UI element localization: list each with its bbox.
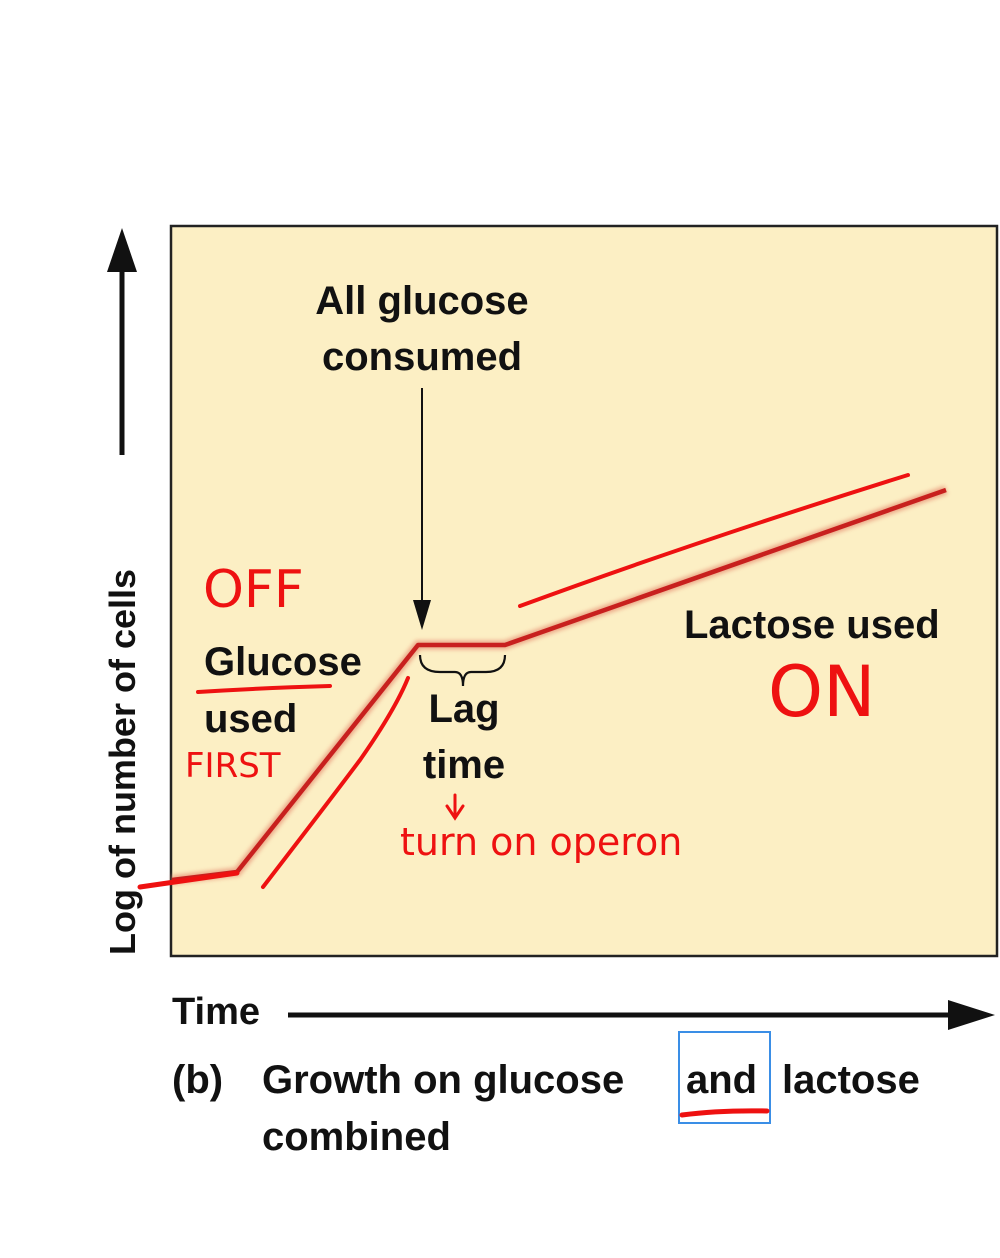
handwritten-on: ON — [768, 651, 875, 733]
lag-time-label-line1: Lag — [428, 687, 499, 731]
caption-highlight-word: and — [686, 1058, 757, 1102]
all-glucose-label-line1: All glucose — [315, 279, 528, 323]
highlight-box — [678, 1031, 771, 1124]
handwritten-stroke-baseline — [137, 870, 240, 890]
x-axis-label: Time — [172, 991, 260, 1033]
handwritten-stroke-glucose-phase — [261, 676, 410, 889]
caption-line2: combined — [262, 1115, 451, 1159]
handwritten-stroke-lactose-phase — [518, 473, 910, 608]
handwritten-annotations: OFF ON FIRST turn on operon — [137, 473, 910, 890]
caption-line1-before: Growth on glucose — [262, 1058, 624, 1102]
down-arrow — [413, 388, 431, 630]
glucose-used-label-line1: Glucose — [204, 640, 362, 684]
lag-brace — [418, 654, 507, 687]
handwritten-first: FIRST — [185, 746, 281, 786]
glucose-used-label-line2: used — [204, 697, 297, 741]
handwritten-underline-and — [679, 1108, 770, 1118]
lactose-used-label: Lactose used — [684, 603, 940, 647]
handwritten-off: OFF — [203, 560, 304, 620]
caption-panel-label: (b) — [172, 1058, 223, 1102]
lag-time-label-line2: time — [423, 743, 505, 787]
caption-line1-after: lactose — [782, 1058, 920, 1102]
y-axis-label: Log of number of cells — [102, 569, 143, 955]
y-axis-arrow — [107, 228, 137, 455]
handwritten-arrow — [445, 793, 465, 821]
handwritten-turn-on-operon: turn on operon — [400, 820, 682, 864]
plot-area — [169, 224, 999, 958]
all-glucose-label-line2: consumed — [322, 335, 522, 379]
handwritten-underline-glucose — [196, 684, 332, 694]
x-axis-arrow — [288, 1000, 995, 1030]
